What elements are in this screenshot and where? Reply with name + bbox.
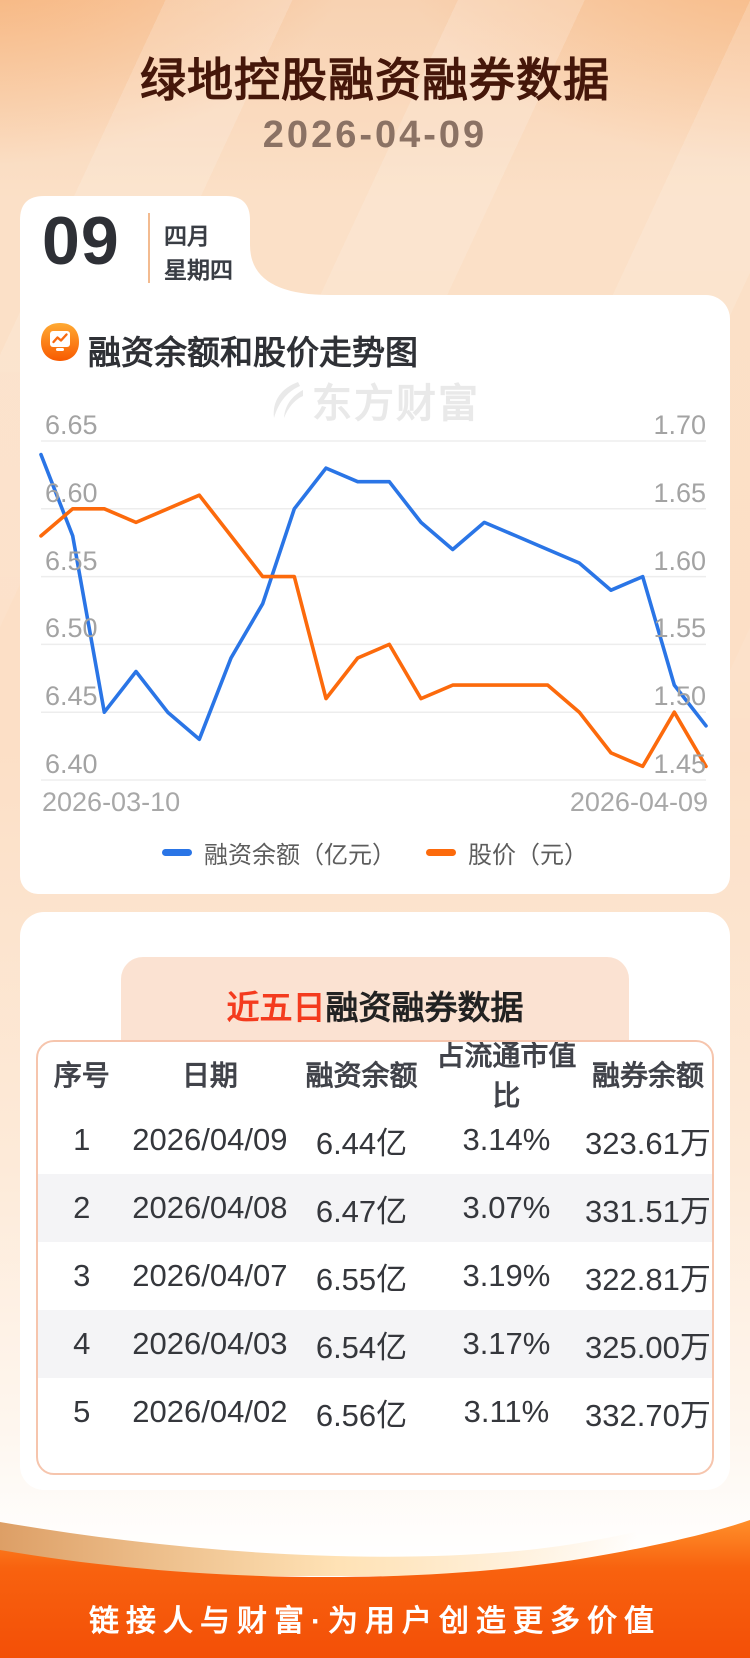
- table-cell: 6.47亿: [315, 1193, 408, 1229]
- table-cell: 2: [73, 1190, 91, 1225]
- legend-label: 融资余额（亿元）: [204, 842, 396, 869]
- right-axis-tick: 1.50: [653, 681, 706, 712]
- table-cell: 2026/04/02: [132, 1394, 288, 1429]
- trend-chart-icon: [41, 323, 79, 361]
- left-axis-tick: 6.45: [45, 681, 98, 712]
- right-axis-tick: 1.55: [653, 613, 706, 644]
- column-header: 占流通市值比: [436, 1040, 577, 1111]
- table-cell: 1: [73, 1122, 91, 1157]
- table-body: 1 2026/04/09 6.44亿 3.14% 323.61万 2 2026/04/08 6…: [38, 1106, 712, 1446]
- legend-item-margin-balance: 融资余额（亿元）: [162, 835, 396, 870]
- left-axis-tick: 6.65: [45, 410, 98, 440]
- page-date: 2026-04-09: [262, 114, 488, 156]
- table-cell: 331.51万: [585, 1193, 711, 1229]
- column-header: 融资余额: [305, 1060, 418, 1091]
- page-title: 绿地控股融资融券数据: [140, 54, 610, 106]
- calendar-month: 四月: [164, 223, 210, 249]
- table-cell: 6.55亿: [315, 1261, 408, 1297]
- footer-wave: [0, 1500, 750, 1658]
- table-cell: 2026/04/09: [132, 1122, 288, 1157]
- table-cell: 2026/04/03: [132, 1326, 288, 1361]
- legend-swatch-blue: [162, 849, 192, 856]
- left-axis-tick: 6.55: [45, 545, 98, 576]
- table-row: 5 2026/04/02 6.56亿 3.11% 332.70万: [38, 1378, 712, 1446]
- chart-section-title: 融资余额和股价走势图: [88, 334, 418, 371]
- legend-swatch-orange: [426, 849, 456, 856]
- table-cell: 332.70万: [585, 1397, 711, 1433]
- table-cell: 3.11%: [463, 1394, 550, 1429]
- table-cell: 325.00万: [585, 1329, 711, 1365]
- table-cell: 4: [73, 1326, 91, 1361]
- table-row: 4 2026/04/03 6.54亿 3.17% 325.00万: [38, 1310, 712, 1378]
- table-row: 1 2026/04/09 6.44亿 3.14% 323.61万: [38, 1106, 712, 1174]
- right-axis-tick: 1.70: [653, 410, 706, 440]
- table-cell: 6.54亿: [315, 1329, 408, 1365]
- table-cell: 3.19%: [462, 1258, 551, 1293]
- table-cell: 322.81万: [585, 1261, 711, 1297]
- table-cell: 3.07%: [462, 1190, 551, 1225]
- left-axis-tick: 6.40: [45, 749, 98, 779]
- left-axis-tick: 6.50: [45, 613, 98, 644]
- table-cell: 5: [73, 1394, 91, 1429]
- chart-card: 融资余额和股价走势图 东方财富 6.65 1.70 6.60 1.65 6.55 1.60…: [20, 295, 730, 894]
- footer-slogan: 链接人与财富·为用户创造更多价值: [89, 1605, 661, 1638]
- table-cell: 6.56亿: [315, 1397, 408, 1433]
- column-header: 融券余额: [591, 1060, 704, 1091]
- column-header: 日期: [181, 1060, 238, 1091]
- table-cell: 3: [73, 1258, 91, 1293]
- table-cell: 3.14%: [462, 1122, 551, 1157]
- x-axis-start-label: 2026-03-10: [42, 787, 181, 817]
- right-axis-tick: 1.45: [653, 749, 706, 779]
- table-row: 3 2026/04/07 6.55亿 3.19% 322.81万: [38, 1242, 712, 1310]
- table-row: 2 2026/04/08 6.47亿 3.07% 331.51万: [38, 1174, 712, 1242]
- table-header-row: 序号 日期 融资余额 占流通市值比 融券余额: [38, 1042, 712, 1111]
- table-title-highlight: 近五日: [226, 989, 326, 1026]
- table-cell: 2026/04/07: [132, 1258, 288, 1293]
- table-cell: 2026/04/08: [132, 1190, 288, 1225]
- table-cell: 323.61万: [585, 1125, 711, 1161]
- legend-label: 股价（元）: [468, 842, 588, 869]
- left-axis-tick: 6.60: [45, 477, 98, 508]
- x-axis-end-label: 2026-04-09: [569, 787, 708, 817]
- calendar-weekday: 星期四: [164, 257, 233, 283]
- table-title: 近五日融资融券数据: [121, 981, 629, 1029]
- margin-data-table: 序号 日期 融资余额 占流通市值比 融券余额 1 2026/04/09 6.44亿 3.14%…: [36, 1040, 714, 1475]
- right-axis-tick: 1.60: [653, 545, 706, 576]
- table-cell: 6.44亿: [315, 1125, 408, 1161]
- column-header: 序号: [53, 1060, 110, 1091]
- table-cell: 3.17%: [462, 1326, 551, 1361]
- chart-legend: 融资余额（亿元） 股价（元）: [20, 835, 730, 870]
- table-title-rest: 融资融券数据: [325, 989, 524, 1026]
- calendar-divider: [148, 213, 150, 283]
- calendar-day: 09: [42, 203, 120, 279]
- right-axis-tick: 1.65: [653, 477, 706, 508]
- calendar-tab-shape: [20, 196, 330, 295]
- legend-item-stock-price: 股价（元）: [426, 835, 588, 870]
- line-chart: [39, 440, 708, 781]
